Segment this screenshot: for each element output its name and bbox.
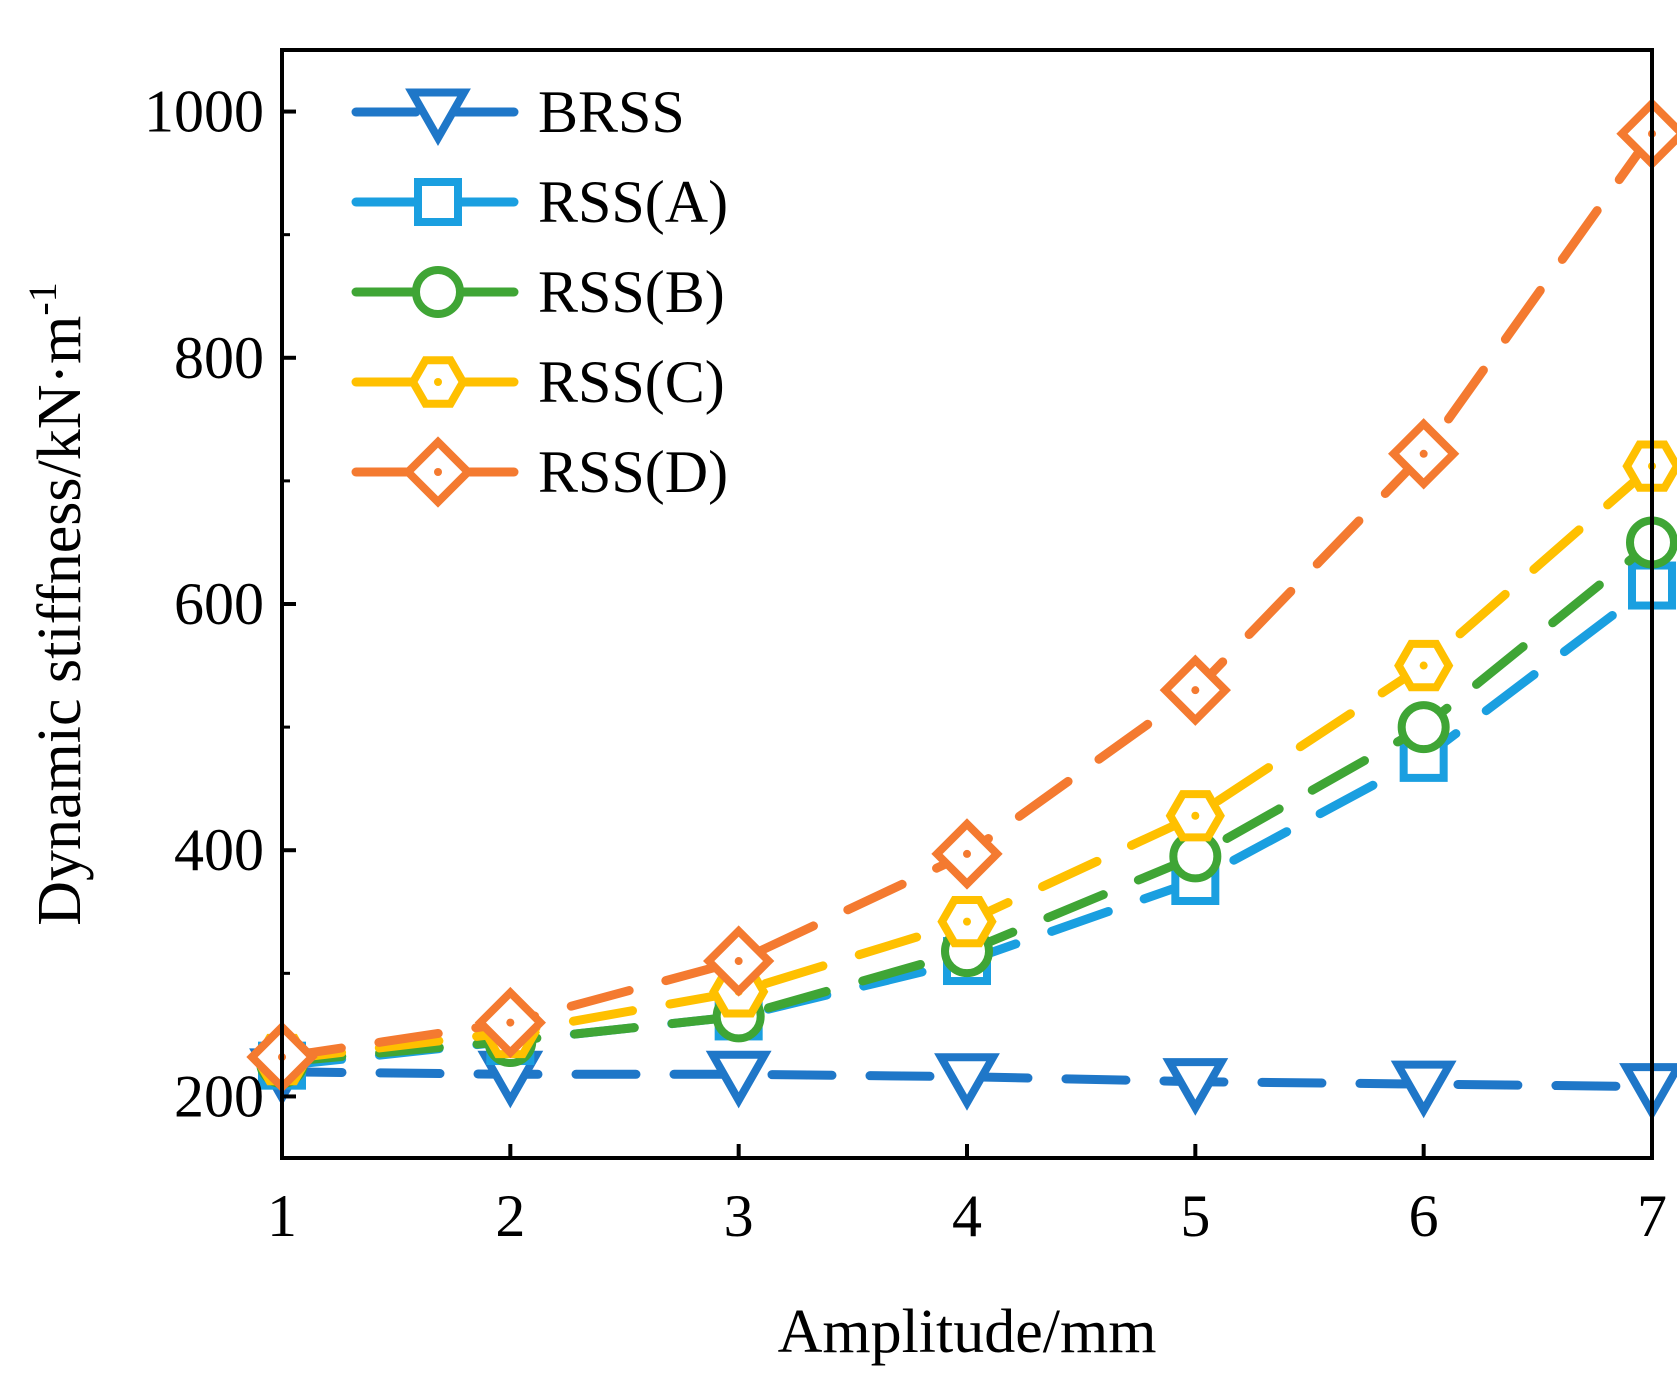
point-brss-3 bbox=[705, 1050, 772, 1109]
legend: BRSS RSS(A) RSS(B) RSS(C) RSS(D) bbox=[351, 79, 728, 508]
legend-marker-brss-shape bbox=[405, 88, 471, 147]
point-rss-c-6 bbox=[1394, 639, 1454, 692]
legend-label-rss-b: RSS(B) bbox=[538, 259, 725, 325]
y-tick-label-1000: 1000 bbox=[144, 79, 264, 145]
point-rss-d-5-dot bbox=[1191, 686, 1200, 695]
point-rss-c-5 bbox=[1165, 790, 1225, 842]
legend-item-rss-d: RSS(D) bbox=[351, 436, 728, 508]
point-rss-d-6 bbox=[1388, 418, 1460, 490]
legend-label-rss-c: RSS(C) bbox=[538, 349, 725, 415]
point-brss-3-shape bbox=[705, 1050, 772, 1109]
point-brss-5-shape bbox=[1162, 1058, 1229, 1116]
point-rss-d-3 bbox=[703, 925, 775, 997]
point-brss-5 bbox=[1162, 1058, 1229, 1116]
point-brss-6-shape bbox=[1390, 1060, 1457, 1119]
x-tick-label-3: 3 bbox=[724, 1183, 754, 1249]
legend-label-rss-a: RSS(A) bbox=[538, 169, 728, 235]
point-rss-b-6 bbox=[1397, 701, 1450, 754]
series-layer bbox=[246, 98, 1677, 1121]
point-rss-d-6-dot bbox=[1419, 449, 1428, 458]
legend-marker-rss-c-dot bbox=[434, 378, 442, 386]
y-tick-label-400: 400 bbox=[174, 817, 264, 883]
point-rss-d-3-dot bbox=[734, 957, 743, 966]
legend-item-rss-c: RSS(C) bbox=[351, 349, 725, 415]
point-rss-c-4-dot bbox=[963, 917, 971, 926]
point-rss-c-5-dot bbox=[1191, 811, 1200, 820]
legend-marker-rss-a-shape bbox=[414, 178, 462, 226]
x-tick-label-2: 2 bbox=[495, 1183, 525, 1249]
series-rss-b bbox=[256, 516, 1677, 1088]
series-rss-c bbox=[252, 440, 1677, 1086]
legend-marker-brss bbox=[405, 88, 471, 147]
y-tick-label-600: 600 bbox=[174, 571, 264, 637]
point-rss-b-6-shape bbox=[1397, 701, 1450, 754]
legend-label-rss-d: RSS(D) bbox=[538, 439, 728, 505]
y-axis-label: Dynamic stiffness/kN·m-1 bbox=[20, 282, 94, 926]
y-axis-label-main: Dynamic stiffness/kN·m bbox=[26, 316, 94, 926]
legend-marker-rss-b-shape bbox=[412, 266, 464, 318]
legend-item-rss-a: RSS(A) bbox=[351, 169, 728, 235]
point-rss-d-4 bbox=[931, 818, 1003, 890]
point-brss-6 bbox=[1390, 1060, 1457, 1119]
legend-marker-rss-b bbox=[412, 266, 464, 318]
point-rss-d-7 bbox=[1616, 98, 1677, 170]
series-brss bbox=[249, 1048, 1677, 1121]
legend-label-brss: BRSS bbox=[538, 79, 685, 145]
x-tick-label-5: 5 bbox=[1180, 1183, 1210, 1249]
legend-marker-rss-a bbox=[414, 178, 462, 226]
point-rss-d-2-dot bbox=[506, 1018, 515, 1027]
legend-marker-rss-d-dot bbox=[434, 468, 442, 476]
x-tick-label-1: 1 bbox=[267, 1183, 297, 1249]
y-tick-label-800: 800 bbox=[174, 325, 264, 391]
x-tick-label-6: 6 bbox=[1409, 1183, 1439, 1249]
point-rss-c-6-dot bbox=[1419, 661, 1428, 670]
point-rss-d-4-dot bbox=[963, 849, 971, 858]
y-tick-label-200: 200 bbox=[174, 1063, 264, 1129]
x-tick-label-7: 7 bbox=[1637, 1183, 1667, 1249]
legend-item-rss-b: RSS(B) bbox=[351, 259, 725, 325]
point-brss-4-shape bbox=[934, 1053, 1000, 1111]
point-brss-4 bbox=[934, 1053, 1000, 1111]
tick-layer: 1 2 3 4 5 6 7 200 400 600 800 1000 bbox=[144, 79, 1667, 1249]
point-rss-d-2 bbox=[474, 986, 546, 1059]
plot-frame bbox=[280, 48, 1654, 1160]
point-rss-c-4 bbox=[937, 896, 997, 948]
x-axis-label: Amplitude/mm bbox=[778, 1298, 1157, 1366]
y-axis-label-superscript: -1 bbox=[20, 282, 65, 315]
legend-marker-rss-d bbox=[402, 436, 474, 508]
point-rss-d-5 bbox=[1159, 654, 1231, 726]
legend-item-brss: BRSS bbox=[351, 79, 685, 147]
x-tick-label-4: 4 bbox=[952, 1183, 982, 1249]
legend-marker-rss-c bbox=[408, 356, 468, 408]
